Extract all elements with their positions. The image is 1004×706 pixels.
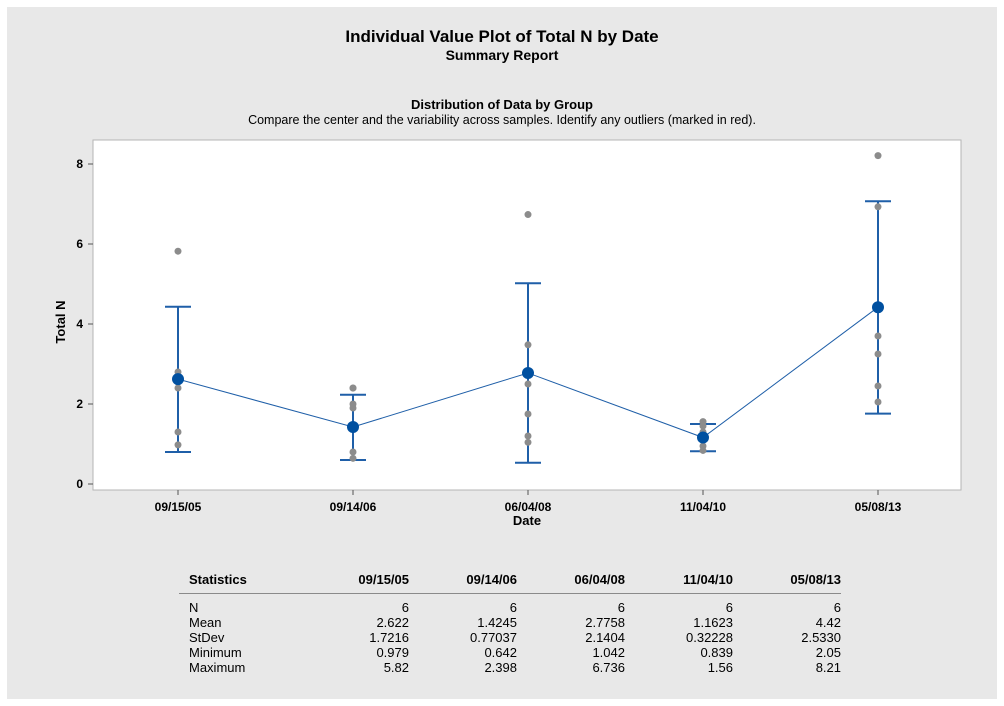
statistic-value: 0.642 [484,645,517,660]
statistic-name: Minimum [189,645,242,660]
statistic-value: 6 [509,600,517,615]
observation-point [349,400,357,408]
observation-point [524,380,532,388]
y-axis-label: Total N [53,300,68,343]
section-description: Compare the center and the variability a… [248,113,756,127]
statistics-row: Minimum 0.979 0.642 1.042 0.839 2.05 [179,645,841,660]
observation-point [174,441,182,449]
observation-point [874,398,882,406]
observation-point [349,454,357,462]
statistic-name: Mean [189,615,222,630]
statistic-value: 5.82 [383,660,409,675]
statistics-column-header: 05/08/13 [733,569,841,594]
y-tick-label: 8 [76,157,83,171]
mean-point [347,421,359,434]
y-tick-label: 4 [76,317,83,331]
observation-point [349,448,357,456]
statistics-table: Statistics 09/15/05 09/14/06 06/04/08 11/04/… [179,569,841,675]
statistics-row: StDev 1.7216 0.77037 2.1404 0.32228 2.5330 [179,630,841,645]
y-tick-label: 0 [76,477,83,491]
statistic-name: N [189,600,199,615]
mean-point [872,301,884,314]
statistic-value: 2.05 [815,645,841,660]
statistics-column-header: 06/04/08 [517,569,625,594]
statistic-value: 0.32228 [686,630,733,645]
report-title: Individual Value Plot of Total N by Date [345,27,659,46]
observation-point [524,432,532,440]
mean-point [697,431,709,444]
x-tick-label: 09/15/05 [155,500,202,514]
statistics-row: N 6 6 6 6 6 [179,594,841,616]
statistics-column-header: 09/15/05 [301,569,409,594]
statistics-column-header: 09/14/06 [409,569,517,594]
statistic-value: 0.77037 [470,630,517,645]
statistic-value: 1.56 [707,660,733,675]
statistic-name: Maximum [189,660,246,675]
statistic-name: StDev [189,630,225,645]
statistic-value: 6.736 [592,660,625,675]
observation-point [174,384,182,392]
observation-point [874,152,882,160]
x-tick-label: 05/08/13 [855,500,902,514]
observation-point [174,428,182,436]
statistics-column-header: 11/04/10 [625,569,733,594]
statistic-value: 6 [401,600,409,615]
statistic-value: 2.622 [376,615,409,630]
x-axis-label: Date [513,513,541,528]
mean-point [172,373,184,386]
statistics-header-label: Statistics [179,569,301,594]
observation-point [874,203,882,211]
report-subtitle: Summary Report [445,47,559,63]
statistic-value: 1.042 [592,645,625,660]
x-tick-label: 09/14/06 [330,500,377,514]
observation-point [174,247,182,255]
x-tick-label: 11/04/10 [680,500,726,514]
observation-point [699,418,707,426]
statistics-row: Mean 2.622 1.4245 2.7758 1.1623 4.42 [179,615,841,630]
statistic-value: 6 [617,600,625,615]
statistic-value: 1.7216 [369,630,409,645]
statistic-value: 6 [833,600,841,615]
observation-point [524,341,532,349]
statistic-value: 2.1404 [585,630,625,645]
statistic-value: 2.5330 [801,630,841,645]
observation-point [874,332,882,340]
summary-report: Individual Value Plot of Total N by Date… [7,7,997,699]
statistic-value: 6 [725,600,733,615]
statistic-value: 0.979 [376,645,409,660]
observation-point [699,442,707,450]
x-tick-label: 06/04/08 [505,500,552,514]
statistic-value: 0.839 [700,645,733,660]
individual-value-plot: 0 2 4 6 8 09/15/05 09/14/06 06/04/08 11/04/10 05… [53,139,962,528]
statistic-value: 2.398 [484,660,517,675]
statistic-value: 1.1623 [693,615,733,630]
mean-point [522,366,534,379]
statistic-value: 2.7758 [585,615,625,630]
statistic-value: 1.4245 [477,615,517,630]
statistic-value: 4.42 [815,615,841,630]
observation-point [874,382,882,390]
y-tick-label: 2 [76,397,83,411]
statistics-row: Maximum 5.82 2.398 6.736 1.56 8.21 [179,660,841,675]
y-tick-label: 6 [76,237,83,251]
observation-point [874,350,882,358]
observation-point [524,410,532,418]
observation-point [349,384,357,392]
statistic-value: 8.21 [815,660,841,675]
observation-point [524,438,532,446]
section-title: Distribution of Data by Group [411,97,593,112]
observation-point [524,211,532,219]
